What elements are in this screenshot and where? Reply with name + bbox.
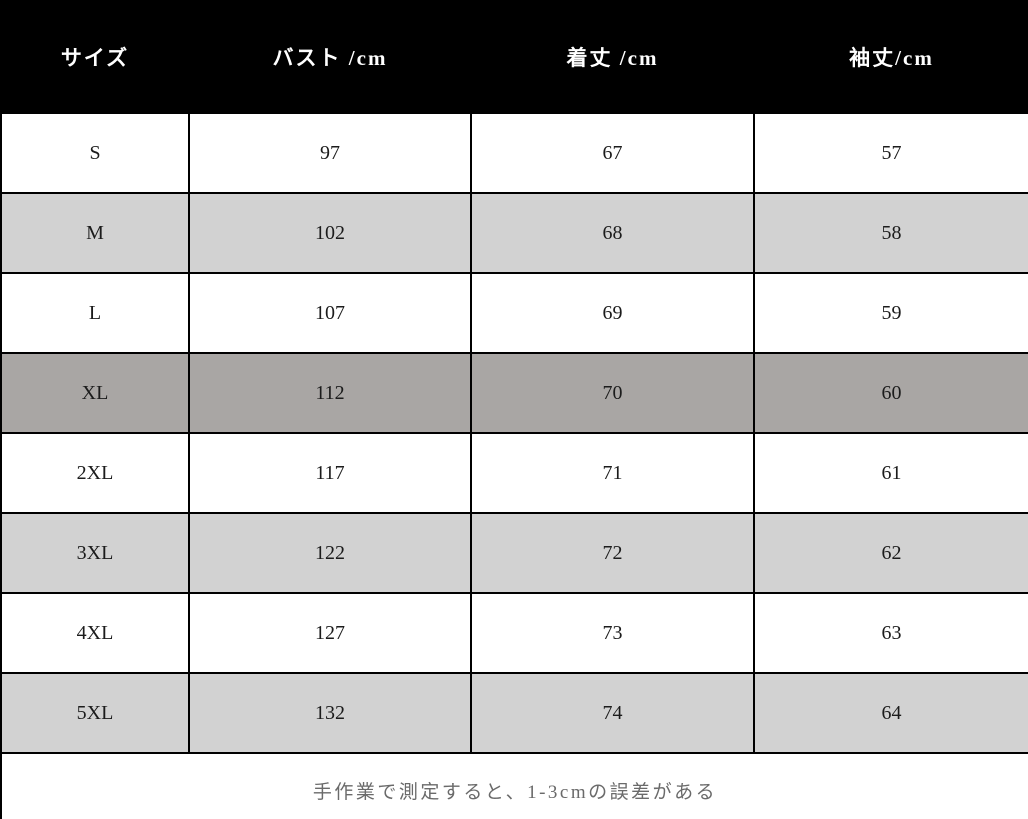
bust-cell: 132 <box>188 672 472 754</box>
sleeve-cell: 64 <box>753 672 1028 754</box>
bust-cell: 127 <box>188 592 472 674</box>
bust-cell: 117 <box>188 432 472 514</box>
length-cell: 69 <box>470 272 755 354</box>
header-size: サイズ <box>0 0 190 114</box>
table-row-s: S 97 67 57 <box>0 112 1028 194</box>
length-cell: 71 <box>470 432 755 514</box>
bust-cell: 122 <box>188 512 472 594</box>
length-cell: 74 <box>470 672 755 754</box>
length-cell: 67 <box>470 112 755 194</box>
size-cell: S <box>0 112 190 194</box>
sleeve-cell: 60 <box>753 352 1028 434</box>
table-header-row: サイズ バスト /cm 着丈 /cm 袖丈/cm <box>0 0 1028 114</box>
measurement-note-row: 手作業で測定すると、1-3cmの誤差がある <box>0 752 1028 819</box>
table-row-2xl: 2XL 117 71 61 <box>0 432 1028 514</box>
bust-cell: 112 <box>188 352 472 434</box>
sleeve-cell: 59 <box>753 272 1028 354</box>
size-cell: 5XL <box>0 672 190 754</box>
size-cell: L <box>0 272 190 354</box>
length-cell: 73 <box>470 592 755 674</box>
size-cell: 4XL <box>0 592 190 674</box>
measurement-note: 手作業で測定すると、1-3cmの誤差がある <box>0 752 1028 819</box>
size-cell: XL <box>0 352 190 434</box>
size-cell: 2XL <box>0 432 190 514</box>
size-cell: M <box>0 192 190 274</box>
sleeve-cell: 61 <box>753 432 1028 514</box>
length-cell: 70 <box>470 352 755 434</box>
table-row-l: L 107 69 59 <box>0 272 1028 354</box>
sleeve-cell: 57 <box>753 112 1028 194</box>
table-row-5xl: 5XL 132 74 64 <box>0 672 1028 754</box>
header-sleeve: 袖丈/cm <box>753 0 1028 114</box>
header-bust: バスト /cm <box>188 0 472 114</box>
table-row-4xl: 4XL 127 73 63 <box>0 592 1028 674</box>
table-row-m: M 102 68 58 <box>0 192 1028 274</box>
sleeve-cell: 62 <box>753 512 1028 594</box>
sleeve-cell: 58 <box>753 192 1028 274</box>
bust-cell: 102 <box>188 192 472 274</box>
bust-cell: 107 <box>188 272 472 354</box>
header-length: 着丈 /cm <box>470 0 755 114</box>
table-row-3xl: 3XL 122 72 62 <box>0 512 1028 594</box>
bust-cell: 97 <box>188 112 472 194</box>
sleeve-cell: 63 <box>753 592 1028 674</box>
length-cell: 72 <box>470 512 755 594</box>
length-cell: 68 <box>470 192 755 274</box>
size-cell: 3XL <box>0 512 190 594</box>
table-row-xl: XL 112 70 60 <box>0 352 1028 434</box>
